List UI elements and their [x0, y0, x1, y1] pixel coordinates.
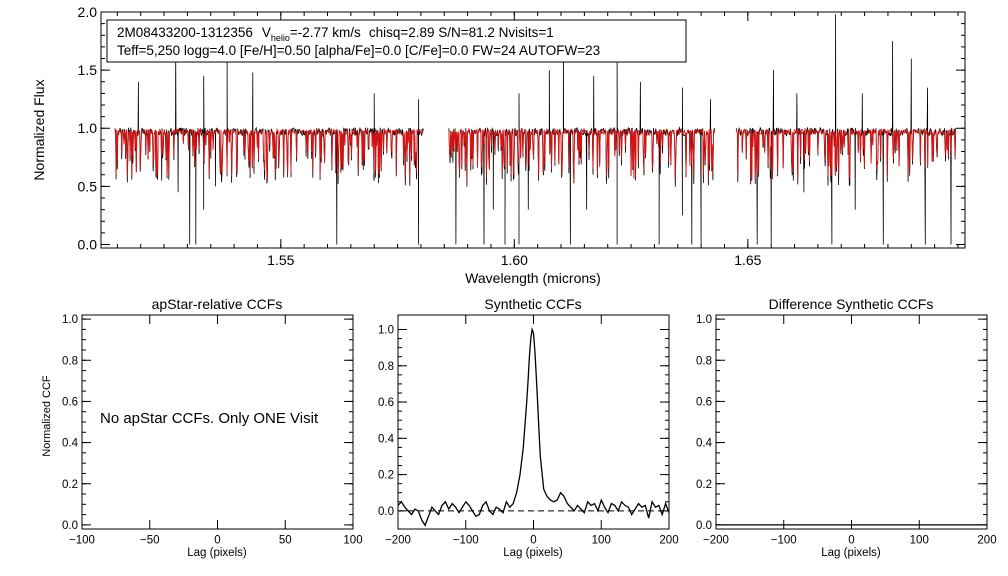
apstar-ytick-label: 0.0 — [62, 520, 78, 532]
spectrum-frame — [100, 11, 966, 249]
difference-title: Difference Synthetic CCFs — [769, 296, 934, 312]
apstar-xtick-label: 50 — [279, 535, 292, 547]
synthetic-ytick-label: 1.0 — [378, 325, 394, 337]
model-spectrum-chip-3 — [735, 128, 957, 180]
spectrum-header-line1: 2M08433200-1312356 Vhelio=-2.77 km/s chisq… — [117, 25, 554, 43]
spectrum-lines — [114, 14, 957, 245]
apstar-xtick-label: −50 — [140, 535, 160, 547]
apstar-xtick-label: 0 — [214, 535, 220, 547]
apstar-ytick-label: 0.6 — [62, 396, 78, 408]
difference-ytick-label: 1.0 — [696, 314, 712, 326]
difference-ytick-label: 0.0 — [696, 520, 712, 532]
spectrum-ytick-label: 1.5 — [78, 62, 98, 78]
difference-xtick-label: 200 — [977, 535, 996, 547]
spectrum-header-box — [106, 19, 687, 63]
difference-ytick-label: 0.4 — [696, 438, 713, 450]
spectrum-ticks: 1.55 1.60 1.65 0.0 0.5 1.0 1.5 2.0 — [78, 4, 965, 268]
difference-frame — [715, 314, 988, 530]
synthetic-ticks: −200 −100 0 100 200 0.0 0.2 0.4 0.6 0.8 1.0 — [378, 315, 679, 547]
difference-xtick-label: −100 — [771, 535, 797, 547]
difference-xtick-label: 100 — [910, 535, 929, 547]
synthetic-lines — [397, 326, 670, 527]
star-id: 2M08433200-1312356 — [117, 25, 253, 40]
spectrum-ytick-label: 0.0 — [78, 236, 98, 252]
vhelio-subscript: helio — [271, 33, 290, 43]
difference-ytick-label: 0.6 — [696, 396, 712, 408]
spectrum-xtick-label: 1.60 — [501, 252, 528, 268]
spectrum-y-label: Normalized Flux — [31, 79, 47, 180]
synthetic-xtick-label: −200 — [385, 535, 411, 547]
vhelio-label: V — [262, 25, 271, 40]
synthetic-x-label: Lag (pixels) — [503, 547, 563, 559]
fit-stats: chisq=2.89 S/N=81.2 Nvisits=1 — [369, 25, 554, 40]
spectrum-ytick-label: 2.0 — [78, 4, 98, 20]
apstar-xtick-label: 100 — [343, 535, 362, 547]
spectrum-xtick-label: 1.55 — [267, 252, 294, 268]
apstar-ytick-label: 0.2 — [62, 479, 78, 491]
synthetic-ytick-label: 0.6 — [378, 397, 394, 409]
synthetic-ytick-label: 0.8 — [378, 361, 394, 373]
synthetic-title: Synthetic CCFs — [484, 296, 581, 312]
apstar-x-label: Lag (pixels) — [187, 547, 247, 559]
model-spectrum-chip-2 — [448, 127, 716, 181]
apstar-ccf-panel: −100 −50 0 50 100 0.0 0.2 0.4 0.6 0.8 1.0 apStar-r… — [41, 296, 363, 559]
synthetic-ccf-line — [397, 326, 670, 527]
synthetic-xtick-label: −100 — [453, 535, 479, 547]
spectrum-xtick-label: 1.65 — [734, 252, 761, 268]
spectrum-ytick-label: 0.5 — [78, 178, 98, 194]
apstar-ticks: −100 −50 0 50 100 0.0 0.2 0.4 0.6 0.8 1.0 — [62, 314, 363, 546]
synthetic-ytick-label: 0.2 — [378, 470, 394, 482]
vhelio-value: =-2.77 km/s — [290, 25, 361, 40]
difference-x-label: Lag (pixels) — [821, 547, 881, 559]
apstar-annotation: No apStar CCFs. Only ONE Visit — [100, 410, 319, 427]
synthetic-ccf-panel: −200 −100 0 100 200 0.0 0.2 0.4 0.6 0.8 1.0 Synthe… — [378, 296, 679, 559]
apstar-y-label: Normalized CCF — [41, 375, 53, 457]
spectrum-panel: 1.55 1.60 1.65 0.0 0.5 1.0 1.5 2.0 2M08433200-1… — [31, 4, 966, 286]
difference-xtick-label: 0 — [848, 535, 854, 547]
synthetic-xtick-label: 200 — [659, 535, 678, 547]
apstar-xtick-label: −100 — [69, 535, 95, 547]
observed-spectrum-chip-2 — [448, 41, 716, 245]
difference-ticks: −200 −100 0 100 200 0.0 0.2 0.4 0.6 0.8 1.0 — [696, 314, 997, 546]
synthetic-xtick-label: 100 — [592, 535, 611, 547]
spectrum-x-label: Wavelength (microns) — [465, 270, 601, 286]
apstar-ytick-label: 0.4 — [62, 438, 79, 450]
model-spectrum-chip-1 — [114, 127, 424, 179]
difference-ccf-panel: −200 −100 0 100 200 0.0 0.2 0.4 0.6 0.8 1.0 Differ… — [696, 296, 997, 559]
synthetic-xtick-label: 0 — [530, 535, 536, 547]
synthetic-frame — [397, 314, 670, 530]
spectrum-header-line2: Teff=5,250 logg=4.0 [Fe/H]=0.50 [alpha/F… — [117, 43, 600, 58]
spectrum-ytick-label: 1.0 — [78, 120, 98, 136]
apstar-title: apStar-relative CCFs — [152, 296, 283, 312]
apstar-ytick-label: 0.8 — [62, 355, 78, 367]
synthetic-ytick-label: 0.0 — [378, 506, 394, 518]
apstar-ytick-label: 1.0 — [62, 314, 78, 326]
difference-ytick-label: 0.2 — [696, 479, 712, 491]
observed-spectrum-chip-3 — [735, 14, 957, 245]
synthetic-ytick-label: 0.4 — [378, 433, 395, 445]
difference-ytick-label: 0.8 — [696, 355, 712, 367]
difference-xtick-label: −200 — [703, 535, 729, 547]
